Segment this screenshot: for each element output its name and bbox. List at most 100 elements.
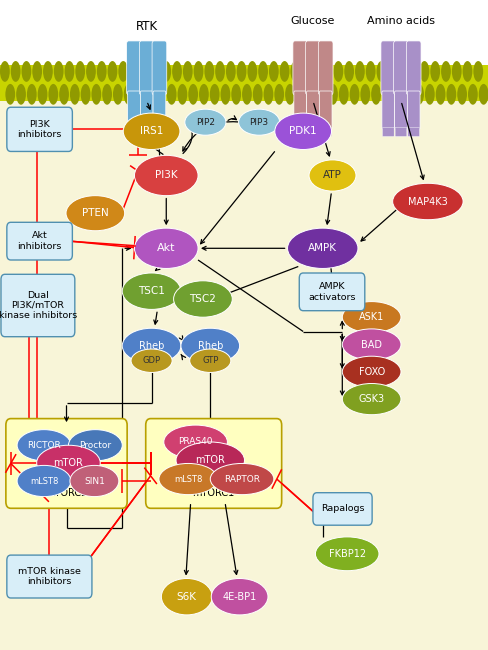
FancyBboxPatch shape <box>1 274 75 337</box>
Ellipse shape <box>183 61 192 82</box>
Ellipse shape <box>349 84 359 105</box>
Text: mTOR: mTOR <box>195 455 225 465</box>
Ellipse shape <box>397 61 407 82</box>
Text: SIN1: SIN1 <box>84 476 104 486</box>
Ellipse shape <box>166 84 176 105</box>
FancyBboxPatch shape <box>153 91 165 129</box>
FancyBboxPatch shape <box>394 91 407 129</box>
Text: Rheb: Rheb <box>197 341 223 351</box>
Text: mTOR kinase
inhibitors: mTOR kinase inhibitors <box>18 567 81 586</box>
Ellipse shape <box>215 61 224 82</box>
Ellipse shape <box>435 84 445 105</box>
Ellipse shape <box>97 61 106 82</box>
Text: mTOR: mTOR <box>53 458 83 468</box>
Ellipse shape <box>211 578 267 615</box>
Ellipse shape <box>451 61 461 82</box>
Text: PI3K
inhibitors: PI3K inhibitors <box>18 120 61 139</box>
Text: BAD: BAD <box>361 339 381 350</box>
Ellipse shape <box>199 84 208 105</box>
Ellipse shape <box>342 384 400 415</box>
Ellipse shape <box>134 228 198 268</box>
FancyBboxPatch shape <box>294 127 305 136</box>
FancyBboxPatch shape <box>127 91 140 129</box>
FancyBboxPatch shape <box>128 127 140 136</box>
Text: Rheb: Rheb <box>139 341 164 351</box>
Ellipse shape <box>322 61 332 82</box>
FancyBboxPatch shape <box>407 127 419 136</box>
Ellipse shape <box>413 84 423 105</box>
Ellipse shape <box>370 84 380 105</box>
Ellipse shape <box>161 578 212 615</box>
Ellipse shape <box>17 465 71 497</box>
Text: PIP2: PIP2 <box>196 118 214 127</box>
Text: FOXO: FOXO <box>358 367 384 377</box>
Ellipse shape <box>342 356 400 387</box>
FancyBboxPatch shape <box>152 41 166 95</box>
FancyBboxPatch shape <box>0 0 488 65</box>
FancyBboxPatch shape <box>407 91 419 129</box>
Ellipse shape <box>184 109 225 135</box>
Ellipse shape <box>163 425 227 459</box>
Ellipse shape <box>440 61 450 82</box>
Ellipse shape <box>209 84 219 105</box>
Ellipse shape <box>238 109 279 135</box>
FancyBboxPatch shape <box>6 419 127 508</box>
Ellipse shape <box>236 61 246 82</box>
Text: TSC2: TSC2 <box>189 294 216 304</box>
Ellipse shape <box>86 61 96 82</box>
Ellipse shape <box>66 196 124 231</box>
FancyBboxPatch shape <box>305 41 320 95</box>
Ellipse shape <box>268 61 278 82</box>
Text: RAPTOR: RAPTOR <box>224 474 260 484</box>
Ellipse shape <box>274 84 284 105</box>
Ellipse shape <box>145 84 155 105</box>
Ellipse shape <box>81 84 90 105</box>
Ellipse shape <box>181 328 239 363</box>
Ellipse shape <box>173 281 232 317</box>
Ellipse shape <box>338 84 348 105</box>
Ellipse shape <box>131 349 172 372</box>
Ellipse shape <box>59 84 69 105</box>
Text: 4E-BP1: 4E-BP1 <box>222 592 256 602</box>
Ellipse shape <box>134 84 144 105</box>
Text: AMPK
activators: AMPK activators <box>307 282 355 302</box>
FancyBboxPatch shape <box>7 107 72 151</box>
FancyBboxPatch shape <box>0 65 488 650</box>
Ellipse shape <box>210 463 273 495</box>
Ellipse shape <box>129 61 139 82</box>
Ellipse shape <box>54 61 63 82</box>
Ellipse shape <box>287 228 357 268</box>
Text: MAP4K3: MAP4K3 <box>407 196 447 207</box>
Ellipse shape <box>177 84 187 105</box>
FancyBboxPatch shape <box>312 493 371 525</box>
Ellipse shape <box>32 61 42 82</box>
Text: GSK3: GSK3 <box>358 394 384 404</box>
Ellipse shape <box>285 84 294 105</box>
Ellipse shape <box>43 61 53 82</box>
Ellipse shape <box>242 84 251 105</box>
FancyBboxPatch shape <box>306 127 318 136</box>
Text: S6K: S6K <box>177 592 196 602</box>
Ellipse shape <box>386 61 396 82</box>
Text: Akt: Akt <box>157 243 175 254</box>
Ellipse shape <box>0 61 10 82</box>
Ellipse shape <box>176 442 244 478</box>
Ellipse shape <box>392 183 462 220</box>
Text: mTORC2: mTORC2 <box>45 488 87 498</box>
Ellipse shape <box>107 61 117 82</box>
Ellipse shape <box>403 84 412 105</box>
Text: PTEN: PTEN <box>82 208 108 218</box>
Ellipse shape <box>204 61 214 82</box>
Text: mLST8: mLST8 <box>30 476 58 486</box>
Ellipse shape <box>140 61 149 82</box>
FancyBboxPatch shape <box>126 41 141 95</box>
Ellipse shape <box>68 430 122 461</box>
FancyBboxPatch shape <box>306 91 319 129</box>
Ellipse shape <box>308 160 355 191</box>
Text: TSC1: TSC1 <box>138 286 164 296</box>
Ellipse shape <box>123 84 133 105</box>
Text: Proctor: Proctor <box>79 441 111 450</box>
Ellipse shape <box>327 84 337 105</box>
Ellipse shape <box>17 430 71 461</box>
FancyBboxPatch shape <box>153 127 165 136</box>
